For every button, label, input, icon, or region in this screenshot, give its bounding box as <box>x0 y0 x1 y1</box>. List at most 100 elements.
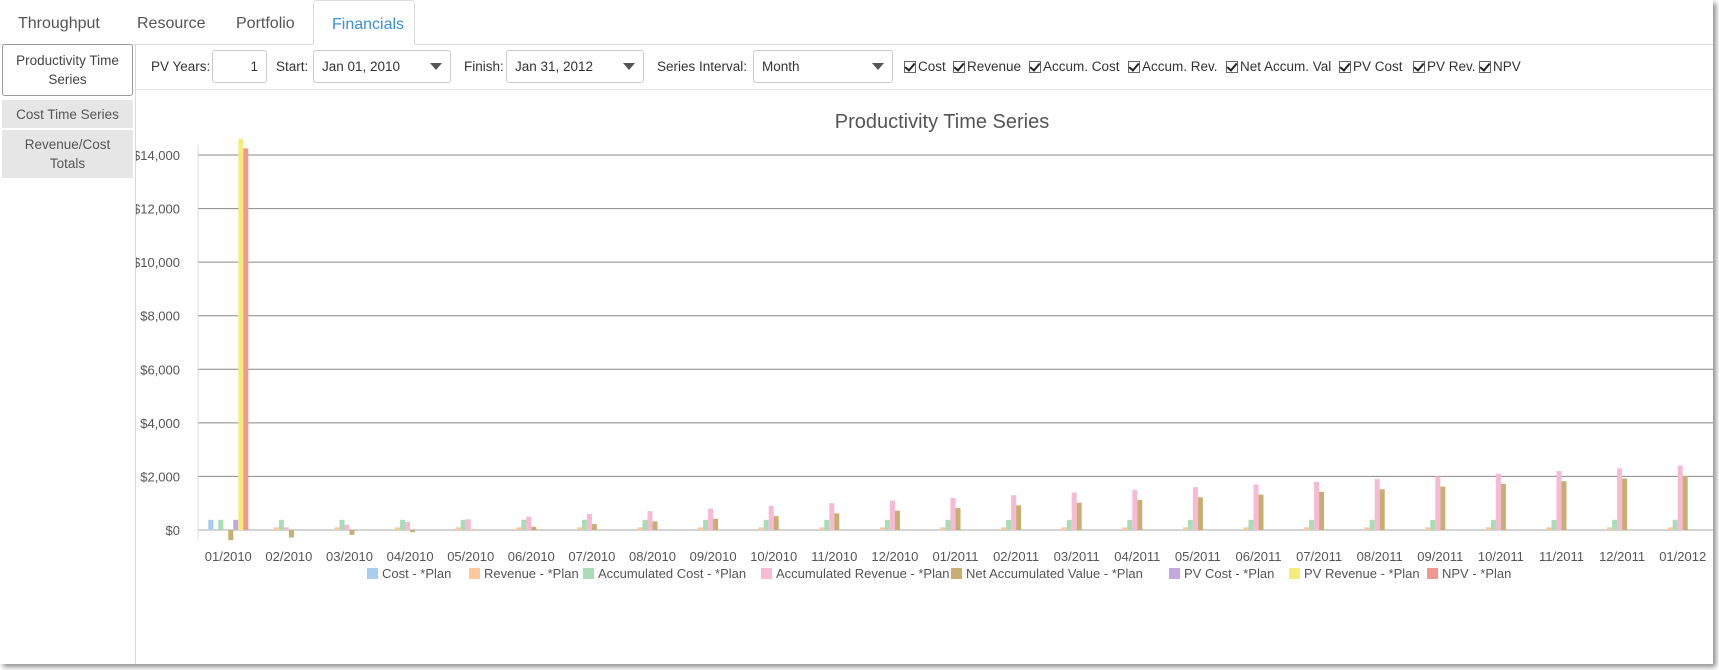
x-tick-label: 01/2012 <box>1659 549 1706 564</box>
bar <box>516 527 522 530</box>
checkbox-checked-icon <box>1479 60 1491 73</box>
sidebar: Productivity Time Series Cost Time Serie… <box>0 44 136 664</box>
bar <box>1071 492 1077 530</box>
checkbox-revenue[interactable]: Revenue <box>953 59 1021 74</box>
legend-swatch <box>469 568 480 579</box>
bar <box>1304 527 1310 530</box>
legend-swatch <box>1169 568 1180 579</box>
bar <box>400 519 406 530</box>
x-tick-label: 01/2011 <box>932 549 978 564</box>
checkbox-checked-icon <box>1339 60 1351 73</box>
bar <box>1672 519 1678 530</box>
y-tick-label: $12,000 <box>136 202 180 217</box>
bar <box>824 519 830 530</box>
bar <box>1132 489 1138 530</box>
x-tick-label: 06/2010 <box>508 549 555 564</box>
bar <box>1258 494 1264 530</box>
tab-portfolio[interactable]: Portfolio <box>236 15 295 32</box>
y-tick-label: $2,000 <box>140 469 180 484</box>
bar <box>208 519 214 530</box>
checkbox-accum-cost[interactable]: Accum. Cost <box>1029 59 1120 74</box>
bar <box>1612 519 1618 530</box>
bar <box>1425 527 1431 530</box>
legend-label: Revenue - *Plan <box>484 566 579 581</box>
sidebar-item-cost-time-series[interactable]: Cost Time Series <box>2 100 133 128</box>
x-tick-label: 07/2011 <box>1296 549 1342 564</box>
bar <box>218 519 224 530</box>
x-axis: 01/2010 02/2010 03/2010 04/2010 05/2010 06/20… <box>205 549 1706 564</box>
bar <box>1490 519 1496 530</box>
bar <box>278 519 284 530</box>
bar <box>1309 519 1315 530</box>
bar <box>652 521 658 530</box>
checkbox-checked-icon <box>1413 60 1425 73</box>
x-tick-label: 02/2010 <box>265 549 312 564</box>
checkbox-accum-rev[interactable]: Accum. Rev. <box>1128 59 1218 74</box>
tab-resource[interactable]: Resource <box>137 15 206 32</box>
chart-legend: Cost - *Plan Revenue - *Plan Accumulated C… <box>367 566 1511 581</box>
chart-grid <box>197 145 1713 540</box>
bar <box>1253 484 1259 530</box>
tab-financials[interactable]: Financials <box>313 0 415 45</box>
bar <box>1122 527 1128 530</box>
checkbox-label: PV Rev. <box>1427 59 1476 74</box>
bar <box>1556 471 1562 530</box>
checkbox-npv[interactable]: NPV <box>1479 59 1521 74</box>
checkbox-label: Accum. Cost <box>1043 59 1120 74</box>
checkbox-label: PV Cost <box>1353 59 1403 74</box>
checkbox-label: Cost <box>918 59 946 74</box>
bar <box>581 519 587 530</box>
sidebar-item-productivity-time-series[interactable]: Productivity Time Series <box>2 44 133 96</box>
bar <box>339 519 345 530</box>
bar <box>233 519 239 530</box>
pv-years-label: PV Years: <box>151 59 211 74</box>
bar <box>334 527 340 530</box>
bar <box>950 497 956 530</box>
bar <box>829 503 835 530</box>
series-interval-value: Month <box>762 59 800 74</box>
x-tick-label: 07/2010 <box>568 549 615 564</box>
bar <box>879 527 885 530</box>
finish-date-value: Jan 31, 2012 <box>515 59 594 74</box>
x-tick-label: 03/2010 <box>326 549 373 564</box>
checkbox-cost[interactable]: Cost <box>904 59 946 74</box>
bar <box>703 519 709 530</box>
series-interval-dropdown[interactable]: Month <box>753 50 893 83</box>
start-date-dropdown[interactable]: Jan 01, 2010 <box>313 50 451 83</box>
legend-label: Accumulated Cost - *Plan <box>598 566 746 581</box>
bar <box>698 527 704 530</box>
chevron-down-icon <box>430 63 442 70</box>
sidebar-item-revenue-cost-totals[interactable]: Revenue/Cost Totals <box>2 130 133 178</box>
checkbox-label: Accum. Rev. <box>1142 59 1218 74</box>
bar <box>1607 527 1613 530</box>
finish-date-dropdown[interactable]: Jan 31, 2012 <box>506 50 644 83</box>
bar <box>1061 527 1067 530</box>
y-axis: $0 $2,000 $4,000 $6,000 $8,000 $10,000 $12,000… <box>136 148 180 538</box>
bar <box>1369 519 1375 530</box>
checkbox-pv-rev[interactable]: PV Rev. <box>1413 59 1476 74</box>
bar <box>889 500 895 530</box>
bar <box>945 519 951 530</box>
checkbox-checked-icon <box>1029 60 1041 73</box>
bar <box>1551 519 1557 530</box>
bar <box>576 527 582 530</box>
x-tick-label: 10/2011 <box>1478 549 1524 564</box>
x-tick-label: 12/2010 <box>871 549 918 564</box>
bar <box>238 138 244 530</box>
sidebar-item-label: Revenue/Cost Totals <box>24 137 111 171</box>
pv-years-input[interactable]: 1 <box>212 50 267 83</box>
series-interval-label: Series Interval: <box>657 59 748 74</box>
bar <box>1682 475 1688 530</box>
x-tick-label: 09/2011 <box>1417 549 1463 564</box>
checkbox-net-accum-val[interactable]: Net Accum. Val <box>1226 59 1331 74</box>
tab-throughput[interactable]: Throughput <box>18 15 100 32</box>
x-tick-label: 12/2011 <box>1599 549 1645 564</box>
y-tick-label: $8,000 <box>140 309 180 324</box>
bar <box>586 513 592 530</box>
checkbox-pv-cost[interactable]: PV Cost <box>1339 59 1403 74</box>
checkbox-checked-icon <box>1128 60 1140 73</box>
bar <box>395 527 401 530</box>
chevron-down-icon <box>623 63 635 70</box>
x-tick-label: 04/2011 <box>1114 549 1160 564</box>
x-tick-label: 06/2011 <box>1235 549 1281 564</box>
